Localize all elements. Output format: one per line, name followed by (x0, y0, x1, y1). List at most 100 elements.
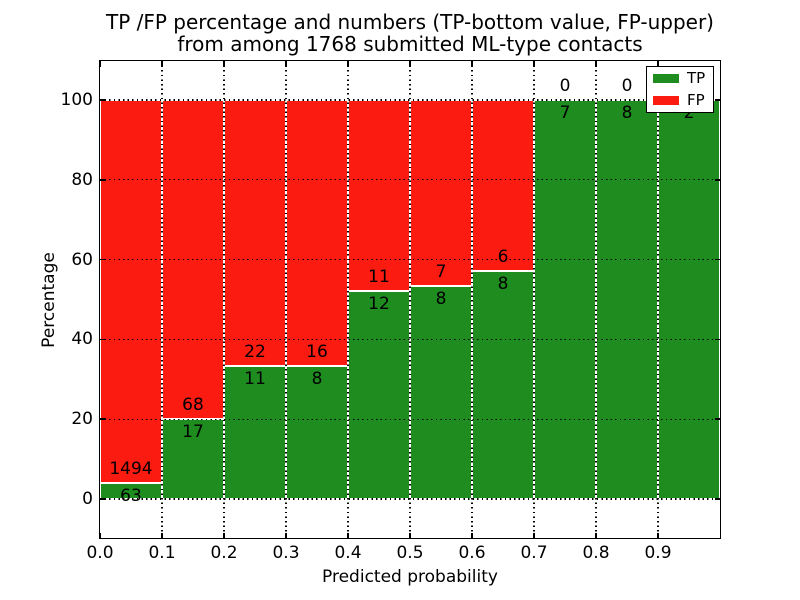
x-tick (285, 532, 287, 538)
x-gridline (533, 61, 535, 538)
y-tick (714, 258, 720, 261)
x-tick (595, 532, 597, 538)
legend-label-tp: TP (687, 69, 706, 87)
tp-count-label: 8 (497, 274, 509, 294)
tp-count-label: 11 (244, 369, 266, 389)
bar-segment-tp (596, 100, 658, 499)
bar-segment-fp (100, 100, 162, 483)
x-gridline (285, 61, 287, 538)
x-tick-label: 0.9 (644, 543, 672, 563)
tp-count-label: 8 (435, 289, 447, 310)
x-gridline (161, 61, 163, 538)
x-tick (533, 532, 535, 538)
bar-segment-fp (472, 100, 534, 271)
x-tick (409, 532, 411, 538)
y-tick (100, 418, 106, 420)
x-tick (533, 61, 535, 67)
fp-count-label: 0 (559, 76, 571, 96)
x-tick-label: 0.4 (334, 543, 362, 563)
x-tick-label: 0.1 (148, 543, 176, 563)
legend-label-fp: FP (687, 91, 705, 109)
tp-count-label: 12 (368, 293, 390, 314)
y-tick (714, 99, 720, 101)
x-tick (347, 61, 349, 67)
chart-title: TP /FP percentage and numbers (TP-bottom… (100, 11, 720, 55)
y-tick-label: 40 (71, 329, 93, 350)
x-tick (657, 532, 659, 538)
plot-area: TP FP 1494636817221116811127868070802 (99, 60, 721, 539)
y-tick (100, 498, 106, 500)
x-tick-label: 0.7 (520, 543, 548, 563)
y-tick (100, 258, 106, 261)
x-tick-label: 0.0 (86, 543, 114, 563)
bar-segment-tp (410, 286, 472, 499)
bar-segment-tp (472, 271, 534, 499)
legend: TP FP (646, 66, 714, 113)
bar-segment-tp (162, 419, 224, 499)
x-tick (285, 61, 287, 67)
tp-count-label: 63 (120, 485, 142, 506)
x-tick-label: 0.2 (210, 543, 238, 563)
y-tick (100, 338, 106, 341)
bar-segment-tp (224, 366, 286, 499)
x-tick (595, 61, 597, 67)
x-tick (161, 532, 163, 538)
x-tick (471, 532, 473, 538)
y-tick (100, 179, 106, 181)
bar-segment-fp (224, 100, 286, 366)
x-gridline (347, 61, 349, 538)
bar-segment-tp (348, 290, 410, 499)
y-tick (714, 498, 720, 500)
x-tick (161, 61, 163, 67)
tp-count-label: 8 (311, 369, 323, 389)
x-tick (223, 61, 225, 67)
y-tick (714, 418, 720, 420)
legend-entry-fp: FP (653, 93, 707, 108)
fp-count-label: 1494 (109, 458, 153, 479)
fp-count-label: 11 (368, 266, 390, 287)
fp-count-label: 0 (621, 76, 633, 96)
x-tick (471, 61, 473, 67)
x-tick (99, 532, 101, 538)
fp-count-label: 16 (306, 342, 328, 362)
y-tick (100, 99, 106, 101)
fp-count-label: 22 (244, 342, 266, 362)
bar-segment-fp (348, 100, 410, 291)
bar-segment-fp (286, 100, 348, 366)
y-tick-label: 60 (71, 249, 93, 270)
x-tick-label: 0.6 (458, 543, 486, 563)
fp-count-label: 7 (435, 262, 447, 283)
y-tick-label: 0 (82, 489, 93, 509)
fp-count-label: 68 (182, 395, 204, 416)
y-tick (714, 179, 720, 181)
x-tick (409, 61, 411, 67)
bar-segment-tp (658, 100, 720, 499)
x-gridline (657, 61, 659, 538)
chart-title-line2: from among 1768 submitted ML-type contac… (177, 32, 643, 56)
x-tick-label: 0.8 (582, 543, 610, 563)
tp-count-label: 7 (559, 103, 571, 123)
chart-title-line1: TP /FP percentage and numbers (TP-bottom… (106, 10, 714, 34)
x-tick (657, 61, 659, 67)
fp-swatch-icon (653, 96, 679, 105)
y-tick-label: 80 (71, 169, 93, 190)
x-tick (223, 532, 225, 538)
x-tick (99, 61, 101, 67)
y-tick-label: 20 (71, 409, 93, 430)
tp-count-label: 17 (182, 422, 204, 443)
x-gridline (223, 61, 225, 538)
y-tick-label: 100 (60, 90, 93, 110)
legend-entry-tp: TP (653, 71, 707, 86)
x-gridline (471, 61, 473, 538)
x-tick-label: 0.5 (396, 543, 424, 563)
tp-swatch-icon (653, 74, 679, 83)
x-tick-label: 0.3 (272, 543, 300, 563)
x-gridline (595, 61, 597, 538)
bar-segment-tp (534, 100, 596, 499)
x-tick (347, 532, 349, 538)
fp-count-label: 6 (497, 247, 509, 267)
tp-count-label: 8 (621, 103, 633, 123)
tp-count-label: 2 (683, 103, 695, 123)
y-tick (714, 338, 720, 341)
